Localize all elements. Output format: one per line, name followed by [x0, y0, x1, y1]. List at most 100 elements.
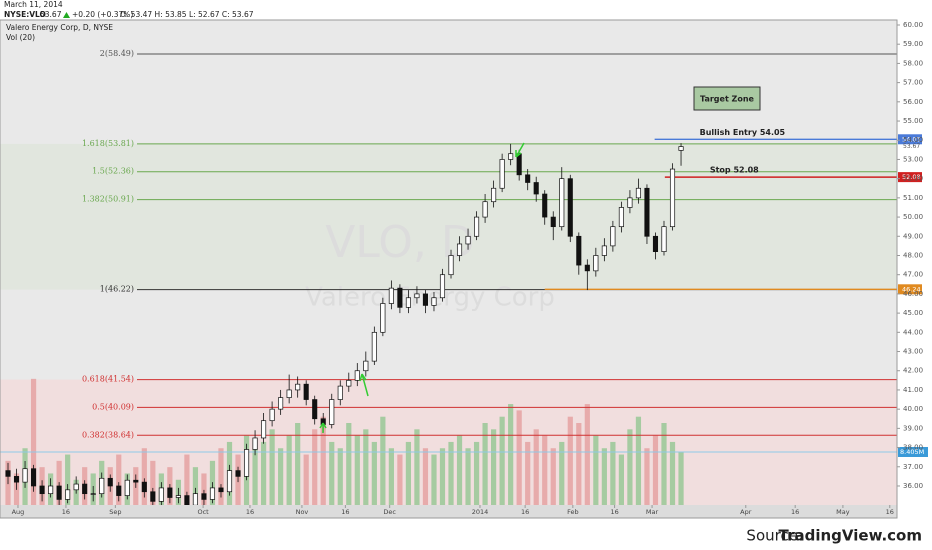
candle-body	[661, 226, 667, 252]
candle-body	[209, 487, 216, 500]
target-zone-label: Target Zone	[700, 95, 755, 104]
candle-body	[593, 255, 599, 272]
volume-bar	[346, 423, 352, 505]
fib-label: 1.5(52.36)	[92, 167, 134, 176]
price-tag-label: 52.08	[902, 173, 921, 181]
x-tick-label: 16	[341, 508, 349, 516]
volume-bar	[371, 441, 377, 505]
price-tag	[898, 134, 922, 145]
change: +0.20 (+0.37%)	[72, 10, 133, 19]
price-tag-label: 46.24	[902, 285, 921, 293]
candle-body	[533, 182, 539, 195]
volume-bar	[499, 416, 505, 505]
volume-bar	[516, 410, 522, 505]
candle-body	[192, 493, 198, 506]
candle-body	[618, 207, 624, 228]
volume-bar	[669, 441, 676, 505]
candle-body	[669, 168, 676, 228]
candle-body	[542, 193, 548, 218]
x-tick-label: Nov	[296, 508, 309, 516]
date: March 11, 2014	[4, 0, 63, 9]
instrument-name: Valero Energy Corp, D, NYSE	[6, 23, 113, 32]
candle-body	[329, 399, 335, 425]
volume-bar	[422, 448, 429, 505]
y-tick-label: 49.00	[903, 232, 923, 240]
y-tick-label: 44.00	[903, 328, 923, 336]
candle-body	[295, 383, 301, 391]
fib-label: 0.382(38.64)	[82, 430, 134, 439]
volume-bar	[508, 404, 514, 505]
candle-body	[363, 360, 369, 372]
volume-bar	[269, 429, 275, 505]
candle-body	[380, 303, 386, 333]
volume-bar	[295, 423, 301, 505]
y-tick-label: 60.00	[903, 21, 923, 29]
fib-label: 1.382(50.91)	[82, 195, 134, 204]
x-tick-label: Oct	[197, 508, 209, 516]
volume-bar	[252, 448, 258, 505]
candle-body	[73, 483, 79, 491]
volume-bar	[584, 404, 590, 505]
candle-body	[601, 245, 607, 256]
fib-label: 1.618(53.81)	[82, 139, 134, 148]
candle-body	[414, 293, 420, 299]
candle-body	[422, 293, 429, 306]
x-tick-label: 16	[791, 508, 799, 516]
volume-bar	[30, 378, 37, 505]
y-tick-label: 58.00	[903, 59, 923, 67]
x-tick-label: 16	[62, 508, 70, 516]
volume-bar	[397, 454, 403, 505]
volume-bar	[644, 448, 650, 505]
volume-bar	[116, 454, 122, 505]
volume-bar	[610, 441, 616, 505]
y-tick-label: 54.00	[903, 136, 923, 144]
zones	[0, 143, 897, 505]
y-tick-label: 56.00	[903, 98, 923, 106]
arrow	[319, 422, 327, 433]
volume-bar	[184, 454, 190, 505]
volume-bar	[593, 435, 599, 505]
y-tick-label: 41.00	[903, 386, 923, 394]
candle-body	[337, 385, 343, 400]
candle-body	[559, 178, 565, 228]
candle-body	[627, 197, 633, 208]
candle-body	[465, 235, 471, 245]
x-tick-label: Apr	[740, 508, 752, 516]
candle-body	[252, 437, 258, 450]
volume-bar	[260, 441, 267, 505]
fib-label: 0.618(41.54)	[82, 375, 134, 384]
volume-bar	[141, 448, 147, 505]
candle-body	[39, 485, 45, 495]
volume-bar	[618, 454, 624, 505]
volume-bar	[678, 451, 684, 505]
candle-body	[175, 495, 181, 498]
volume-bar	[465, 448, 471, 505]
x-tick-label: May	[836, 508, 850, 516]
candle-body	[635, 187, 641, 199]
volume-bar	[567, 416, 573, 505]
volume-bar	[405, 441, 412, 505]
x-tick-label: 16	[246, 508, 254, 516]
x-tick-label: 16	[886, 508, 894, 516]
volume-bar	[661, 423, 667, 505]
candle-body	[218, 487, 224, 493]
symbol: NYSE:VLO	[4, 10, 46, 19]
y-tick-label: 39.00	[903, 424, 923, 432]
fib-label: 1(46.22)	[100, 285, 134, 294]
candle-body	[13, 476, 20, 483]
y-tick-label: 42.00	[903, 367, 923, 375]
candle-body	[550, 216, 556, 228]
candle-body	[584, 264, 590, 272]
candle-body	[133, 479, 139, 483]
level-label: Stop 52.08	[710, 166, 759, 175]
candle-body	[158, 487, 164, 502]
candle-body	[22, 468, 28, 483]
volume-bar	[354, 435, 360, 505]
volume-bar	[201, 473, 207, 505]
candle-body	[644, 187, 650, 237]
candle-body	[474, 216, 480, 237]
candle-body	[184, 495, 190, 506]
level-label: Bullish Entry 54.05	[700, 128, 786, 137]
y-tick-label: 46.00	[903, 290, 923, 298]
